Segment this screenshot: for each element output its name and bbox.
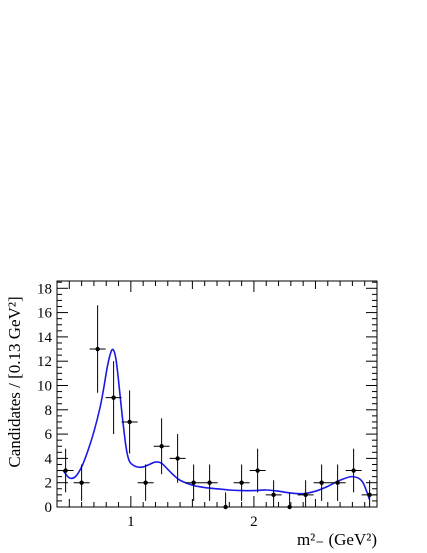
data-point [73, 464, 90, 501]
axis-ticks [57, 281, 377, 508]
data-marker [143, 480, 148, 485]
y-tick-label: 14 [37, 330, 53, 346]
data-point [329, 464, 346, 501]
data-marker [367, 492, 372, 498]
data-point [281, 492, 298, 510]
data-point [345, 448, 362, 493]
data-point [361, 480, 378, 507]
x-tick-label: 1 [127, 514, 135, 530]
data-point [201, 464, 218, 501]
data-marker [79, 480, 84, 485]
y-tick-label: 8 [45, 403, 53, 419]
y-tick-label: 4 [45, 451, 53, 467]
data-point [265, 480, 282, 507]
data-point [121, 390, 138, 454]
data-marker [95, 346, 100, 352]
data-point [153, 418, 170, 475]
y-tick-label: 2 [45, 476, 53, 492]
data-marker [319, 480, 324, 485]
y-tick-label: 10 [37, 378, 52, 394]
data-marker [175, 456, 180, 461]
data-point [105, 361, 122, 435]
data-point [313, 464, 330, 501]
data-marker [63, 468, 68, 473]
data-marker [111, 395, 116, 400]
data-point [89, 305, 106, 393]
data-point [185, 464, 202, 501]
y-tick-label: 0 [45, 500, 53, 516]
data-point [169, 434, 186, 483]
data-marker [303, 492, 308, 498]
data-marker [351, 468, 356, 473]
data-marker [335, 480, 340, 485]
data-points [57, 305, 378, 510]
data-point [217, 492, 234, 510]
data-point [233, 464, 250, 501]
data-marker [271, 492, 276, 498]
plot-frame [56, 280, 378, 508]
data-marker [287, 504, 292, 510]
data-marker [159, 444, 164, 449]
y-tick-label: 18 [37, 281, 52, 297]
data-point [137, 464, 154, 501]
data-marker [239, 480, 244, 485]
y-tick-label: 6 [45, 427, 53, 443]
x-axis-title: m²₋ (GeV²) [297, 530, 377, 549]
data-marker [223, 504, 228, 510]
data-point [57, 448, 74, 493]
data-marker [127, 419, 132, 425]
data-marker [207, 480, 212, 485]
y-axis-title: Candidates / [0.13 GeV²] [5, 296, 24, 467]
x-tick-label: 2 [250, 514, 258, 530]
y-tick-label: 16 [37, 306, 53, 322]
data-marker [191, 480, 196, 485]
data-point [249, 448, 266, 493]
data-marker [255, 468, 260, 473]
data-point [297, 480, 314, 507]
y-tick-label: 12 [37, 354, 52, 370]
fit-curve [62, 348, 371, 501]
